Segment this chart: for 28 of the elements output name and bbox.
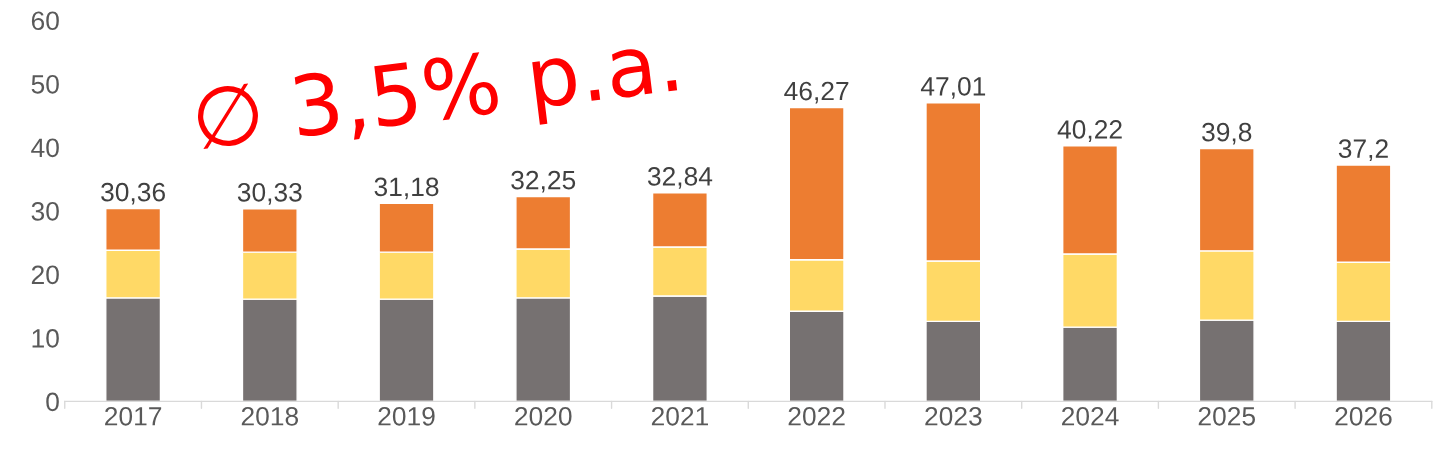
total-label: 32,84 — [647, 167, 713, 189]
y-tick-label: 30 — [31, 201, 59, 221]
total-label: 47,01 — [920, 76, 986, 99]
x-tick-label: 2023 — [925, 406, 982, 426]
x-tick-label: 2024 — [1062, 406, 1119, 426]
x-tick-label: 2020 — [515, 406, 572, 426]
x-tick-label: 2025 — [1198, 406, 1255, 426]
total-label: 30,33 — [237, 182, 302, 205]
y-tick-label: 50 — [31, 74, 59, 94]
y-tick-label: 10 — [32, 329, 59, 348]
x-tick-label: 2022 — [788, 406, 845, 426]
y-tick-label: 60 — [31, 11, 59, 31]
annotation: ∅ 3,5% p.a. — [194, 28, 680, 166]
total-label: 37,2 — [1338, 139, 1388, 162]
total-label: 30,36 — [101, 182, 165, 205]
x-tick-label: 2018 — [241, 406, 299, 426]
total-label: 40,22 — [1057, 120, 1122, 142]
x-tick-label: 2019 — [378, 406, 435, 426]
y-tick-label: 40 — [31, 138, 59, 158]
x-tick-label: 2017 — [105, 406, 162, 426]
x-tick-label: 2026 — [1335, 406, 1392, 426]
y-tick-label: 20 — [31, 265, 59, 285]
total-label: 39,8 — [1202, 122, 1252, 145]
x-tick-label: 2021 — [651, 406, 708, 426]
y-tick-label: 0 — [46, 392, 59, 412]
total-label: 46,27 — [784, 81, 849, 104]
total-label: 32,25 — [511, 170, 576, 193]
total-label: 31,18 — [374, 177, 439, 200]
